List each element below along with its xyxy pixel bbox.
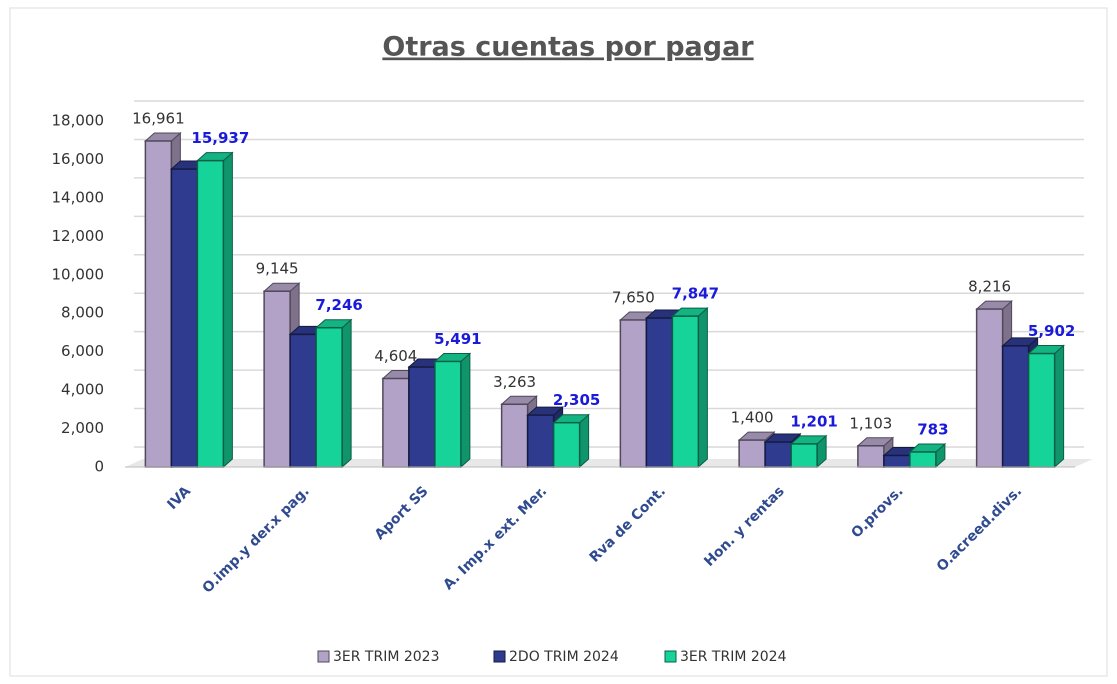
bar <box>500 403 529 468</box>
y-tick-label: 6,000 <box>61 342 104 360</box>
bar <box>909 451 937 468</box>
data-label: 7,650 <box>612 288 655 306</box>
bar <box>1027 352 1056 468</box>
bar-side <box>1054 344 1065 469</box>
bar <box>289 333 317 468</box>
legend-swatch <box>317 650 330 663</box>
legend-label: 2DO TRIM 2024 <box>509 649 619 665</box>
y-tick-label: 4,000 <box>61 381 104 399</box>
bar <box>434 360 462 468</box>
data-label: 4,604 <box>374 347 417 365</box>
y-tick-label: 2,000 <box>61 419 104 437</box>
bar <box>408 366 436 468</box>
y-tick-label: 10,000 <box>52 265 105 283</box>
data-label: 1,201 <box>790 412 837 430</box>
y-tick-label: 12,000 <box>52 227 105 245</box>
bar <box>382 377 410 468</box>
legend-swatch <box>493 650 506 663</box>
bar <box>1001 345 1030 468</box>
y-tick-label: 14,000 <box>52 188 105 206</box>
bar <box>790 443 818 468</box>
bar <box>764 441 792 468</box>
bar <box>526 414 555 468</box>
bar <box>975 308 1004 468</box>
bar-side <box>697 307 708 469</box>
data-label: 1,103 <box>849 414 892 432</box>
bar-side <box>341 318 352 469</box>
data-label: 8,216 <box>968 278 1011 296</box>
data-label: 5,491 <box>434 330 481 348</box>
bar <box>883 454 911 468</box>
data-label: 3,263 <box>493 373 536 391</box>
bar <box>645 317 674 468</box>
bar <box>263 290 291 468</box>
bar <box>671 315 700 468</box>
legend-swatch <box>664 650 677 663</box>
y-tick-label: 0 <box>94 458 104 476</box>
legend-label: 3ER TRIM 2023 <box>333 649 440 665</box>
data-label: 16,961 <box>132 109 185 127</box>
bar-side <box>460 352 471 469</box>
bar-side <box>222 151 233 469</box>
bar <box>738 439 766 468</box>
y-tick-label: 18,000 <box>52 112 105 130</box>
bar <box>857 445 885 468</box>
bar-side <box>579 413 590 469</box>
bar <box>170 168 199 468</box>
data-label: 7,246 <box>315 296 362 314</box>
bar <box>196 159 225 468</box>
y-tick-label: 8,000 <box>61 304 104 322</box>
data-label: 15,937 <box>191 129 249 147</box>
bar <box>552 421 581 468</box>
floor <box>125 459 1093 467</box>
data-label: 7,847 <box>672 285 719 303</box>
y-tick-label: 16,000 <box>52 150 105 168</box>
data-label: 1,400 <box>731 409 774 427</box>
bar <box>315 326 343 468</box>
data-label: 9,145 <box>256 260 299 278</box>
legend-label: 3ER TRIM 2024 <box>680 649 787 665</box>
chart-title: Otras cuentas por pagar <box>382 32 754 63</box>
data-label: 783 <box>917 420 948 438</box>
bar <box>144 140 173 468</box>
data-label: 5,902 <box>1028 322 1075 340</box>
data-label: 2,305 <box>553 391 600 409</box>
bar <box>619 319 648 468</box>
